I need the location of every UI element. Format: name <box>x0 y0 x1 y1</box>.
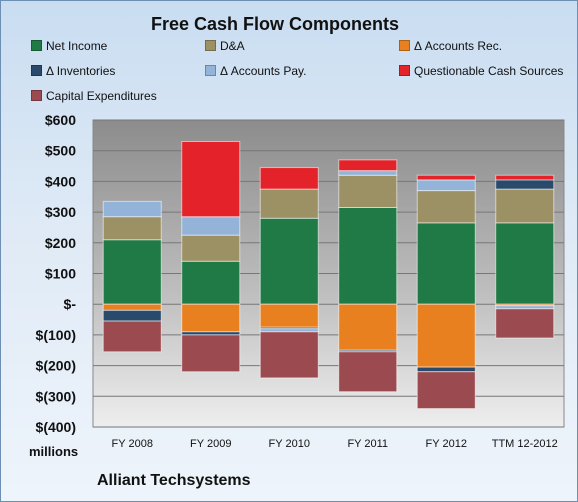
bar-segment <box>181 216 241 236</box>
bar-segment <box>416 371 476 410</box>
y-tick-label: $(300) <box>36 388 76 404</box>
y-tick-label: $600 <box>45 112 76 128</box>
y-tick-label: $200 <box>45 235 76 251</box>
x-tick-label: FY 2008 <box>112 438 153 450</box>
bar-segment <box>181 334 241 373</box>
legend-swatch <box>205 65 216 76</box>
legend-swatch <box>205 40 216 51</box>
bar-segment <box>416 222 476 305</box>
bar-segment <box>495 188 555 224</box>
bar-segment <box>102 320 162 353</box>
legend-swatch <box>31 40 42 51</box>
x-tick-label: FY 2010 <box>269 438 310 450</box>
bar-segment <box>495 179 555 190</box>
legend-swatch <box>31 65 42 76</box>
bar-segment <box>338 174 398 208</box>
x-tick-label: FY 2011 <box>347 438 388 450</box>
legend-label: Capital Expenditures <box>46 89 157 103</box>
y-tick-label: $- <box>64 296 77 312</box>
legend-label: Δ Inventories <box>46 64 116 78</box>
legend-label: D&A <box>220 39 245 53</box>
bar-segment <box>259 217 319 305</box>
bar-segment <box>102 216 162 241</box>
legend-swatch <box>399 40 410 51</box>
bar-segment <box>259 331 319 379</box>
y-tick-label: $(200) <box>36 358 76 374</box>
legend-item: D&A <box>205 39 245 53</box>
y-tick-label: $(400) <box>36 419 76 435</box>
bar-segment <box>181 260 241 305</box>
bar-segment <box>416 174 476 181</box>
bar-segment <box>181 234 241 262</box>
bar-segment <box>338 303 398 351</box>
y-tick-label: $100 <box>45 266 76 282</box>
bar-segment <box>102 309 162 322</box>
y-tick-label: $300 <box>45 204 76 220</box>
bar-segment <box>416 366 476 373</box>
bar-segment <box>495 174 555 181</box>
chart-title: Free Cash Flow Components <box>150 14 400 34</box>
x-tick-label: FY 2012 <box>426 438 467 450</box>
company-name: Alliant Techsystems <box>97 472 251 489</box>
legend-item: Δ Accounts Pay. <box>205 64 307 78</box>
legend-label: Δ Accounts Pay. <box>220 64 307 78</box>
legend-item: Δ Accounts Rec. <box>399 39 502 53</box>
x-tick-label: TTM 12-2012 <box>492 438 558 450</box>
legend-item: Questionable Cash Sources <box>399 64 563 78</box>
bar-segment <box>338 170 398 176</box>
legend-label: Net Income <box>46 39 108 53</box>
y-tick-label: $500 <box>45 143 76 159</box>
bar-segment <box>416 190 476 224</box>
y-tick-label: $(100) <box>36 327 76 343</box>
bar-segment <box>338 351 398 393</box>
bar-segment <box>495 308 555 339</box>
bar-segment <box>259 188 319 219</box>
bar-segment <box>102 303 162 311</box>
y-tick-label: $400 <box>45 173 76 189</box>
bar-segment <box>416 303 476 368</box>
bar-segment <box>102 200 162 218</box>
legend-label: Questionable Cash Sources <box>414 64 564 78</box>
legend-label: Δ Accounts Rec. <box>414 39 503 53</box>
x-tick-label: FY 2009 <box>190 438 231 450</box>
units-label: millions <box>29 444 79 459</box>
bar-segment <box>259 303 319 328</box>
legend-item: Net Income <box>31 39 107 53</box>
bar-segment <box>338 206 398 305</box>
bar-segment <box>259 167 319 190</box>
bar-segment <box>416 179 476 192</box>
legend-item: Δ Inventories <box>31 64 115 78</box>
legend-item: Capital Expenditures <box>31 89 157 103</box>
bar-segment <box>495 222 555 305</box>
legend-swatch <box>399 65 410 76</box>
bar-segment <box>181 303 241 333</box>
bar-segment <box>338 159 398 172</box>
bar-segment <box>181 140 241 218</box>
bar-segment <box>102 239 162 305</box>
legend-swatch <box>31 90 42 101</box>
